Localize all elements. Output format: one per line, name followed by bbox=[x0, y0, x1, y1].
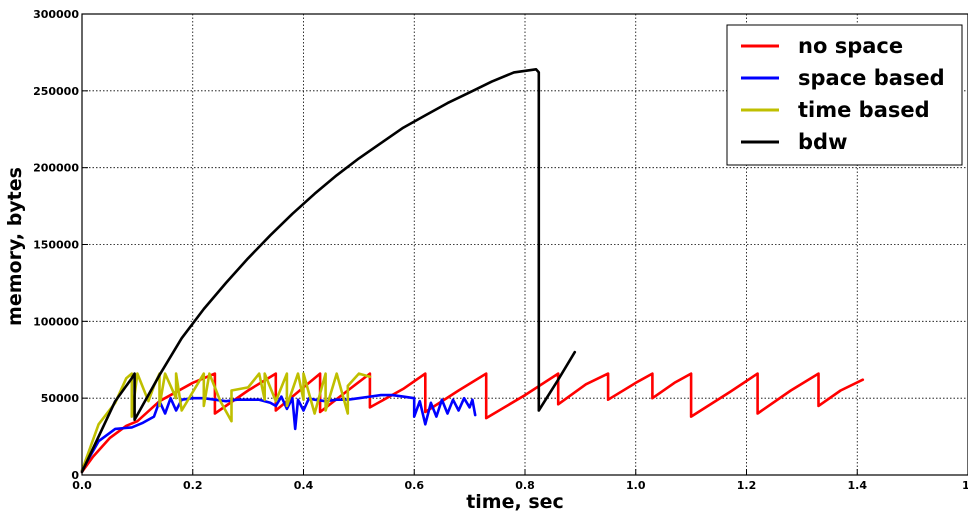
legend-label: space based bbox=[798, 66, 945, 90]
x-tick-label: 0.8 bbox=[515, 479, 535, 492]
y-tick-label: 200000 bbox=[33, 162, 79, 175]
legend: no space space based time based bdw bbox=[726, 24, 963, 166]
gridlines bbox=[82, 14, 968, 475]
series-lines bbox=[80, 68, 865, 474]
x-tick-label: 0.4 bbox=[294, 479, 314, 492]
y-tick-label: 300000 bbox=[33, 8, 79, 21]
x-tick-label: 0.0 bbox=[72, 479, 92, 492]
x-tick-label: 1.4 bbox=[848, 479, 868, 492]
series-line-bdw bbox=[80, 68, 577, 474]
y-axis-label: memory, bytes bbox=[4, 167, 26, 326]
legend-label: time based bbox=[798, 98, 930, 122]
x-axis-ticks: 0.0 0.2 0.4 0.6 0.8 1.0 1.2 1.4 1 bbox=[72, 469, 968, 492]
y-tick-label: 250000 bbox=[33, 85, 79, 98]
x-tick-label: 0.2 bbox=[183, 479, 203, 492]
legend-label: no space bbox=[798, 34, 903, 58]
legend-label: bdw bbox=[798, 130, 847, 154]
x-axis-label: time, sec bbox=[466, 491, 564, 513]
y-axis-ticks: 0 50000 100000 150000 200000 250000 300000 bbox=[33, 8, 88, 482]
series-line-no-space bbox=[80, 372, 865, 474]
series-line-time-based bbox=[80, 372, 372, 472]
y-tick-label: 50000 bbox=[41, 392, 80, 405]
x-tick-label: 1.0 bbox=[626, 479, 646, 492]
x-tick-label: 1.2 bbox=[737, 479, 757, 492]
x-tick-label: 0.6 bbox=[405, 479, 425, 492]
y-tick-label: 0 bbox=[71, 469, 79, 482]
series-line-space-based bbox=[80, 393, 477, 472]
x-tick-label-clipped: 1 bbox=[962, 479, 968, 492]
y-tick-label: 100000 bbox=[33, 315, 79, 328]
y-tick-label: 150000 bbox=[33, 239, 79, 252]
